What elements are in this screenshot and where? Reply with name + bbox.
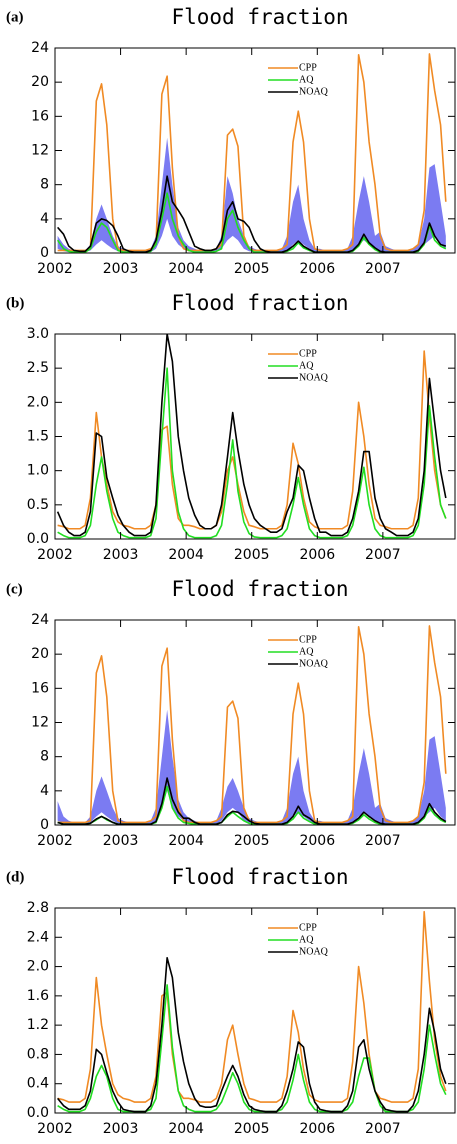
x-tick-label: 2003: [103, 547, 139, 563]
x-tick-label: 2004: [168, 547, 204, 563]
plot-frame: [54, 47, 456, 254]
y-tick-label: 1.6: [27, 988, 49, 1004]
x-tick-label: 2006: [299, 833, 335, 849]
x-tick-label: 2002: [37, 1121, 73, 1137]
chart-title: Flood fraction: [171, 291, 348, 315]
x-tick-label: 2005: [234, 1121, 270, 1137]
y-tick-label: 16: [31, 680, 49, 696]
x-tick-label: 2005: [234, 261, 270, 277]
panel-label: (d): [6, 869, 24, 885]
y-tick-label: 24: [31, 612, 49, 628]
x-tick-label: 2003: [103, 1121, 139, 1137]
chart-title: Flood fraction: [171, 865, 348, 889]
plot-area: [56, 334, 447, 539]
y-tick-label: 8: [40, 177, 49, 193]
legend-label: CPP: [299, 922, 317, 933]
plot-area: [57, 625, 447, 825]
y-tick-label: 0: [40, 245, 49, 261]
y-tick-label: 16: [31, 108, 49, 124]
legend-label: NOAQ: [299, 86, 329, 97]
legend-label: AQ: [299, 360, 314, 371]
legend-label: CPP: [299, 634, 317, 645]
legend-label: AQ: [299, 646, 314, 657]
y-tick-label: 24: [31, 40, 49, 56]
x-tick-label: 2003: [103, 833, 139, 849]
y-tick-label: 0.8: [27, 1046, 49, 1062]
panel-label: (c): [6, 581, 23, 597]
y-tick-label: 12: [31, 143, 49, 159]
series-line: [57, 984, 447, 1113]
x-tick-label: 2004: [168, 833, 204, 849]
series-line: [57, 53, 447, 252]
x-tick-label: 2003: [103, 261, 139, 277]
series-line: [57, 350, 447, 530]
x-tick-label: 2006: [299, 547, 335, 563]
y-tick-label: 0.0: [27, 1105, 49, 1121]
y-tick-label: 0: [40, 817, 49, 833]
x-tick-label: 2006: [299, 1121, 335, 1137]
x-tick-label: 2005: [234, 833, 270, 849]
series-line: [56, 334, 447, 537]
y-tick-label: 0.4: [27, 1076, 49, 1092]
series-line: [57, 910, 447, 1103]
y-tick-label: 1.5: [27, 429, 49, 445]
x-tick-label: 2002: [37, 833, 73, 849]
spread-band: [57, 137, 446, 253]
series-line: [57, 175, 447, 253]
chart-title: Flood fraction: [171, 577, 348, 601]
legend-label: AQ: [299, 74, 314, 85]
y-tick-label: 4: [40, 783, 49, 799]
x-tick-label: 2004: [168, 261, 204, 277]
x-tick-label: 2004: [168, 1121, 204, 1137]
y-tick-label: 0.0: [27, 531, 49, 547]
legend-label: NOAQ: [299, 372, 329, 383]
plot-frame: [54, 907, 456, 1114]
legend-label: NOAQ: [299, 946, 329, 957]
y-tick-label: 20: [31, 646, 49, 662]
panel-label: (a): [6, 9, 24, 25]
series-line: [57, 625, 447, 824]
y-tick-label: 0.5: [27, 497, 49, 513]
plot-frame: [54, 619, 456, 826]
y-tick-label: 8: [40, 749, 49, 765]
y-tick-label: 12: [31, 715, 49, 731]
y-tick-label: 3.0: [27, 326, 49, 342]
x-tick-label: 2002: [37, 547, 73, 563]
x-tick-label: 2006: [299, 261, 335, 277]
x-tick-label: 2007: [365, 833, 401, 849]
y-tick-label: 2.0: [27, 959, 49, 975]
y-tick-label: 1.2: [27, 1017, 49, 1033]
legend-label: NOAQ: [299, 658, 329, 669]
plot-frame: [54, 333, 456, 540]
x-tick-label: 2007: [365, 1121, 401, 1137]
x-tick-label: 2007: [365, 261, 401, 277]
y-tick-label: 4: [40, 211, 49, 227]
plot-area: [56, 53, 447, 253]
y-tick-label: 2.4: [27, 929, 49, 945]
x-tick-label: 2005: [234, 547, 270, 563]
x-tick-label: 2007: [365, 547, 401, 563]
chart-title: Flood fraction: [171, 5, 348, 29]
y-tick-label: 2.5: [27, 360, 49, 376]
legend-label: CPP: [299, 62, 317, 73]
spread-band: [57, 709, 446, 825]
x-tick-label: 2002: [37, 261, 73, 277]
y-tick-label: 2.0: [27, 394, 49, 410]
legend-label: CPP: [299, 348, 317, 359]
y-tick-label: 20: [31, 74, 49, 90]
y-tick-label: 1.0: [27, 463, 49, 479]
legend-label: AQ: [299, 934, 314, 945]
panel-label: (b): [6, 295, 24, 311]
plot-area: [57, 910, 447, 1113]
y-tick-label: 2.8: [27, 900, 49, 916]
